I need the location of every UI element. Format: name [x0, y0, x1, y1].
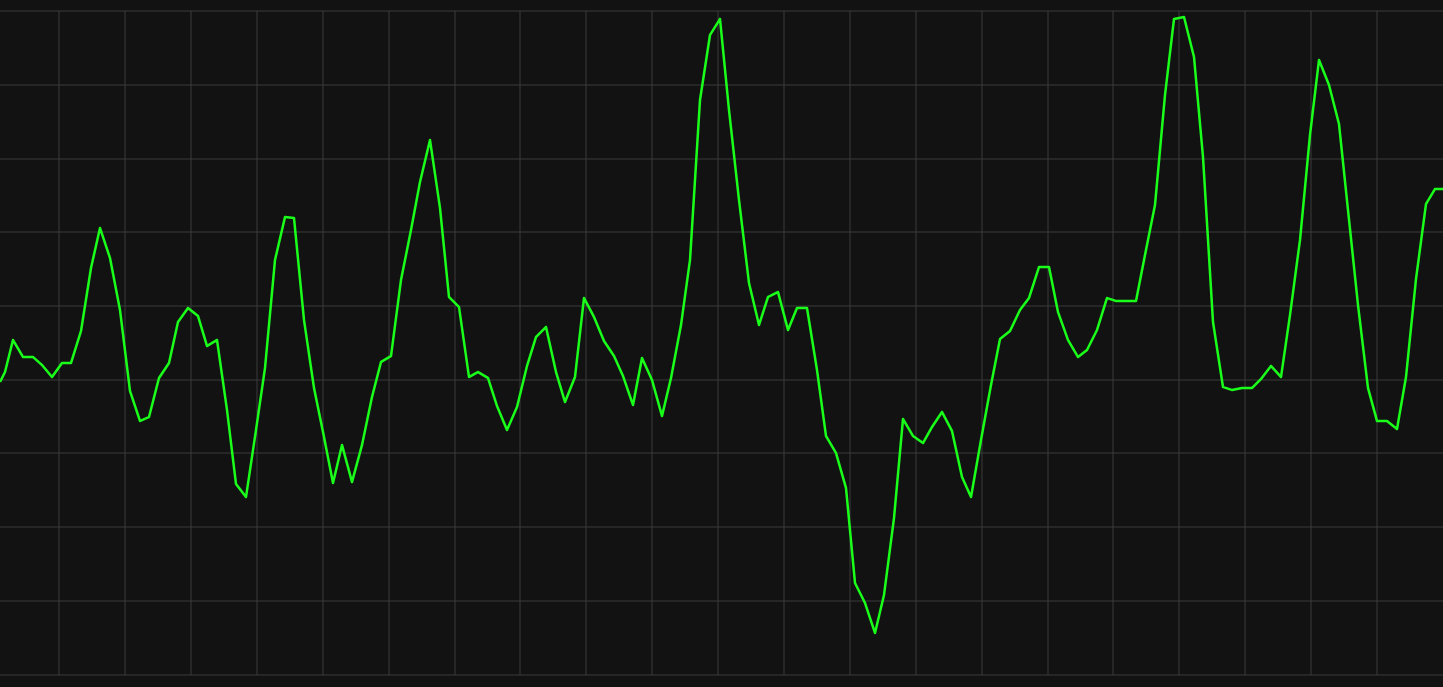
data-line — [0, 15, 1443, 635]
